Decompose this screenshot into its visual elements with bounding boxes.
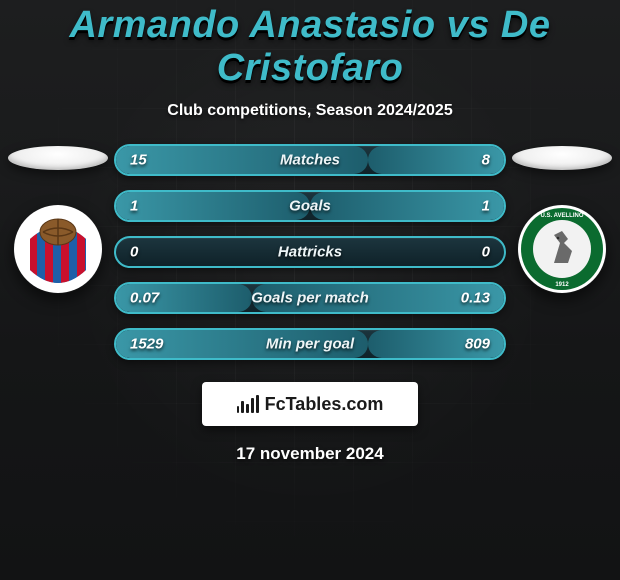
svg-text:U.S. AVELLINO: U.S. AVELLINO: [540, 213, 583, 219]
stat-label: Min per goal: [266, 336, 354, 353]
stat-label: Goals per match: [251, 290, 369, 307]
stat-bar: 0 0 Hattricks: [114, 236, 506, 268]
left-club-badge: [13, 204, 103, 294]
stat-value-left: 0: [130, 244, 138, 261]
site-logo-text: FcTables.com: [265, 394, 384, 415]
stat-bar: 15 8 Matches: [114, 144, 506, 176]
stat-bar-fill-right: [310, 192, 504, 220]
stat-bar: 1529 809 Min per goal: [114, 328, 506, 360]
page-title: Armando Anastasio vs De Cristofaro: [0, 0, 620, 90]
stat-value-right: 809: [465, 336, 490, 353]
stat-value-right: 8: [482, 152, 490, 169]
stat-value-right: 0: [482, 244, 490, 261]
left-player-column: [6, 144, 110, 294]
stat-value-left: 1529: [130, 336, 163, 353]
stat-value-right: 0.13: [461, 290, 490, 307]
avellino-badge-icon: U.S. AVELLINO 1912: [517, 204, 607, 294]
right-club-badge: U.S. AVELLINO 1912: [517, 204, 607, 294]
date-text: 17 november 2024: [0, 444, 620, 464]
subtitle: Club competitions, Season 2024/2025: [0, 102, 620, 120]
site-logo: FcTables.com: [202, 382, 418, 426]
right-player-avatar: [512, 146, 612, 170]
svg-text:1912: 1912: [555, 282, 569, 288]
right-player-column: U.S. AVELLINO 1912: [510, 144, 614, 294]
stat-bar: 0.07 0.13 Goals per match: [114, 282, 506, 314]
stat-value-left: 0.07: [130, 290, 159, 307]
stat-label: Matches: [280, 152, 340, 169]
stat-bar-fill-left: [116, 192, 310, 220]
stat-label: Goals: [289, 198, 331, 215]
stat-value-right: 1: [482, 198, 490, 215]
stat-bars: 15 8 Matches 1 1 Goals 0 0 Hattricks 0.07 0.13 Goal…: [110, 144, 510, 360]
bars-chart-icon: [237, 395, 259, 413]
left-player-avatar: [8, 146, 108, 170]
stat-value-left: 15: [130, 152, 147, 169]
stat-bar: 1 1 Goals: [114, 190, 506, 222]
stat-label: Hattricks: [278, 244, 342, 261]
catania-badge-icon: [13, 204, 103, 294]
stat-value-left: 1: [130, 198, 138, 215]
comparison-area: 15 8 Matches 1 1 Goals 0 0 Hattricks 0.07 0.13 Goal…: [0, 144, 620, 360]
